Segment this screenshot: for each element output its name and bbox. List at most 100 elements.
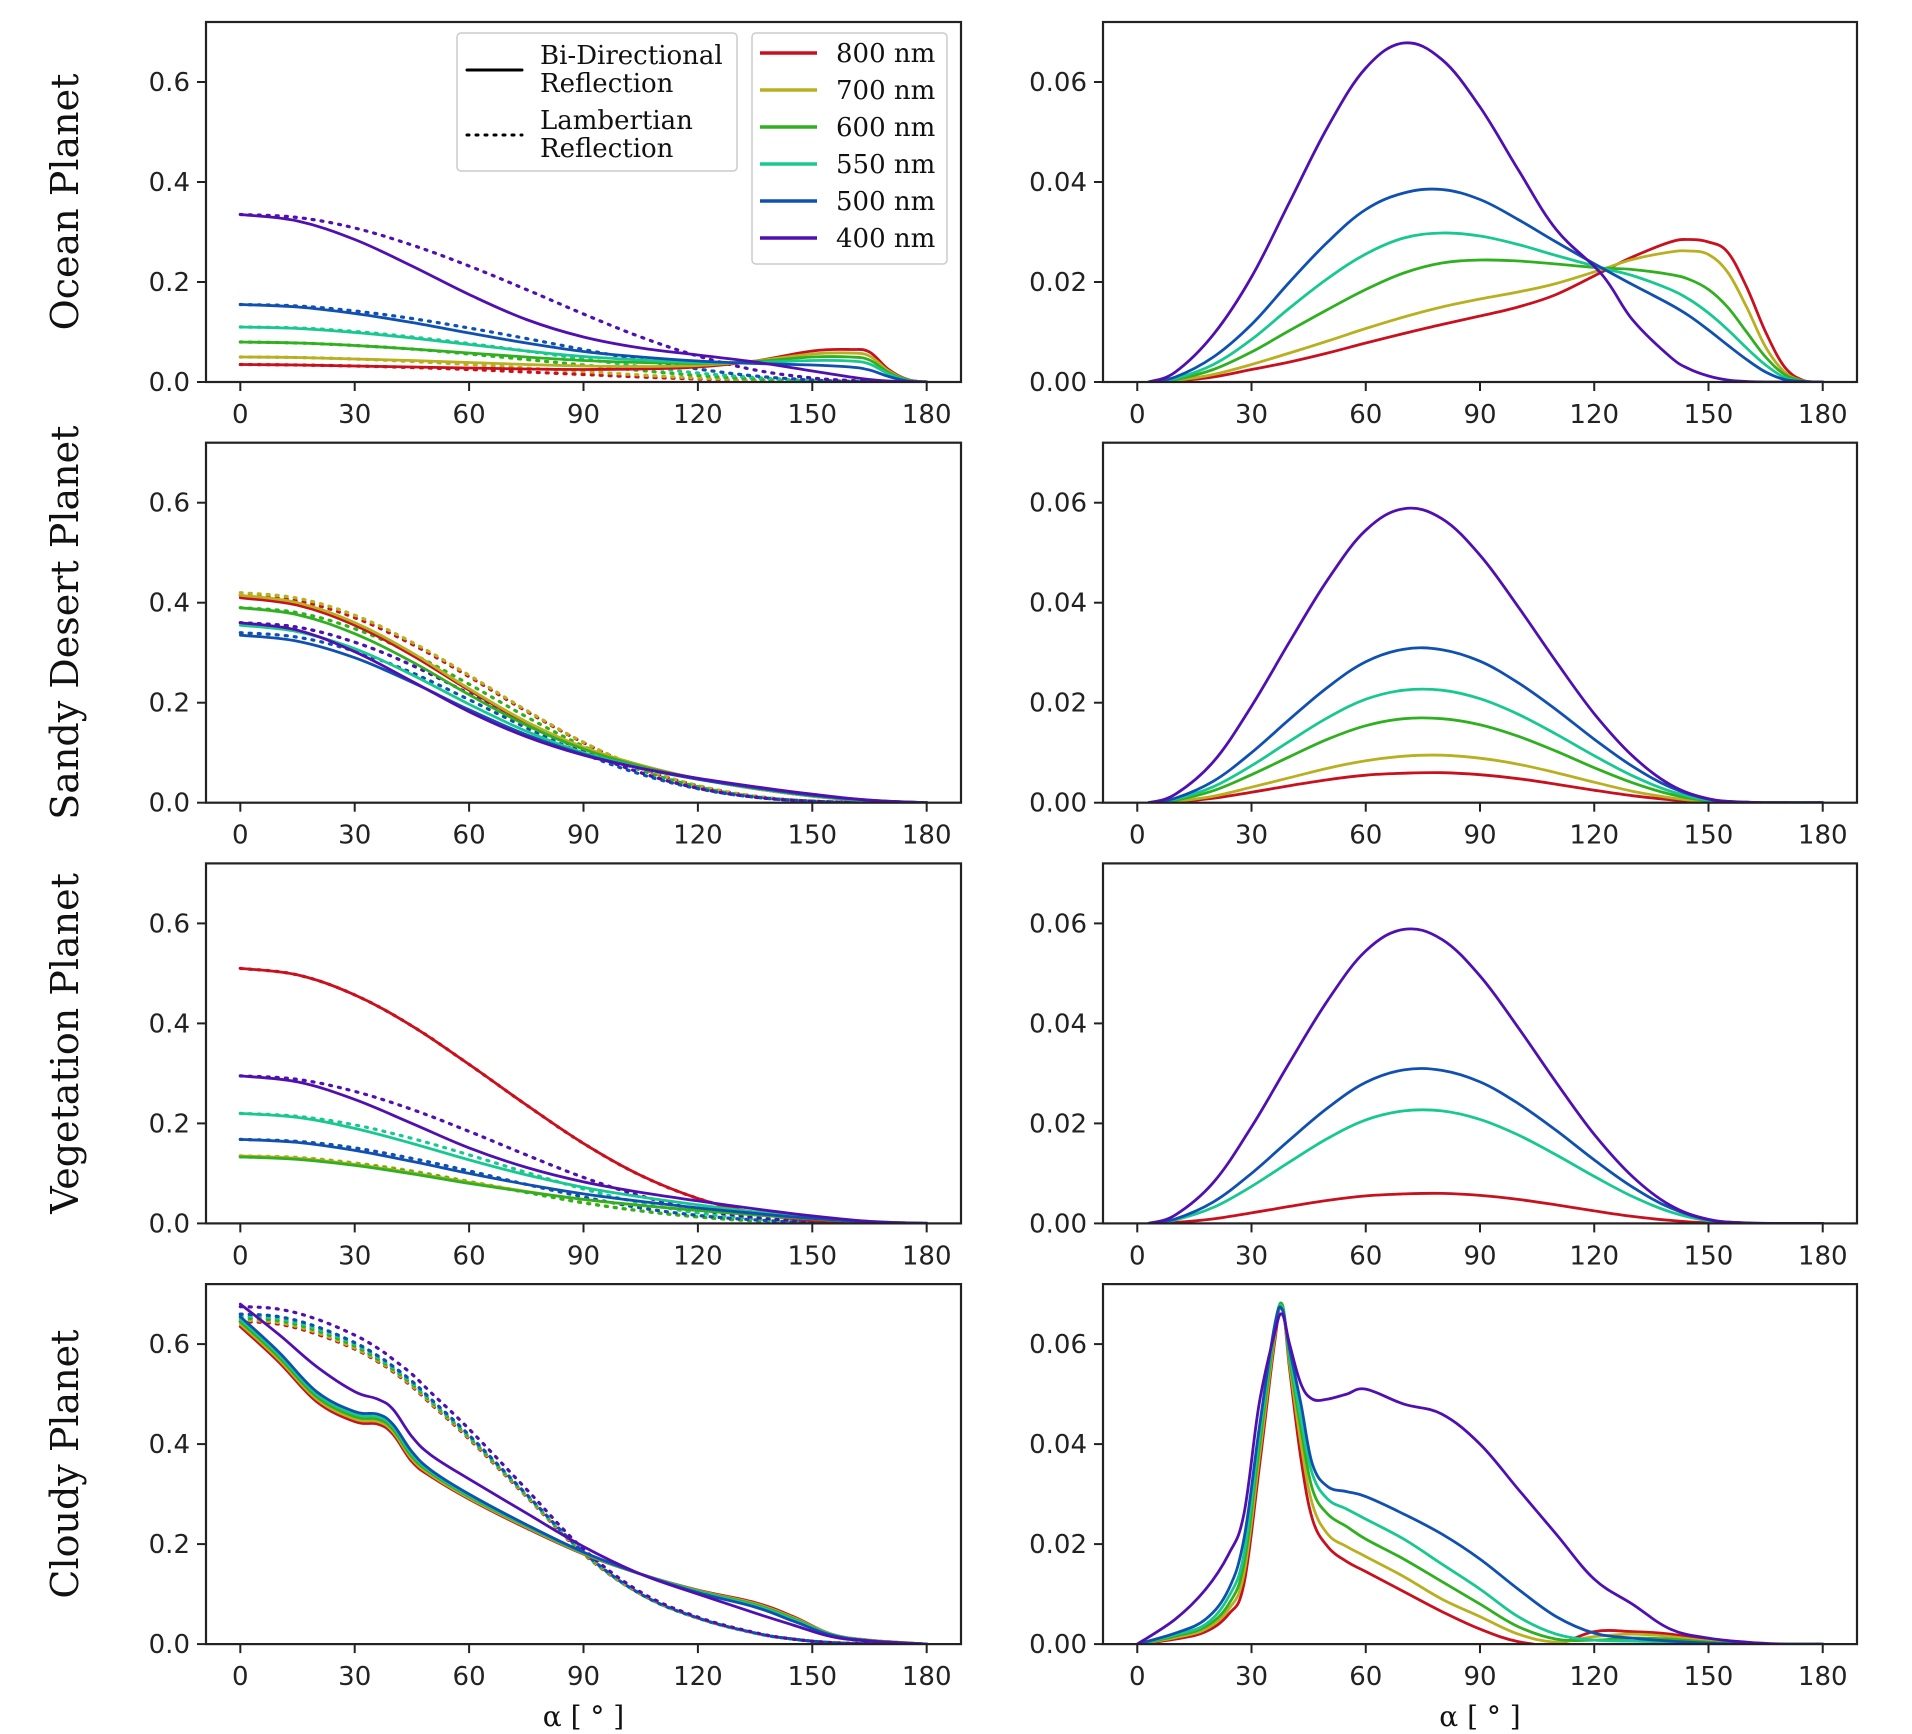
x-tick-label: 150 bbox=[787, 1662, 837, 1692]
y-tick-label: 0.00 bbox=[1029, 789, 1087, 819]
y-tick-label: 0.02 bbox=[1029, 1109, 1087, 1139]
x-tick-label: 150 bbox=[787, 1241, 837, 1271]
x-tick-label: 0 bbox=[232, 400, 249, 430]
left-panel: 0 30 60 90 120 150 180 0.0 0.2 0.4 0.6 bbox=[149, 441, 963, 851]
series-line-400nm-dotted bbox=[238, 1305, 929, 1645]
x-tick-label: 90 bbox=[1463, 1241, 1496, 1271]
x-tick-label: 60 bbox=[453, 1241, 486, 1271]
y-tick-label: 0.04 bbox=[1029, 589, 1087, 619]
legend-frame bbox=[456, 32, 738, 172]
x-tick-label: 60 bbox=[453, 821, 486, 851]
series-line-550nm-solid bbox=[238, 1112, 929, 1224]
series-line-800nm-dotted bbox=[238, 1320, 929, 1645]
series-line-500nm-solid bbox=[1147, 1067, 1825, 1224]
x-tick-label: 180 bbox=[1798, 821, 1848, 851]
series-line-400nm-solid bbox=[1147, 41, 1825, 382]
y-tick-label: 0.0 bbox=[149, 368, 190, 398]
x-tick-label: 180 bbox=[902, 1241, 952, 1271]
x-tick-label: 0 bbox=[1129, 821, 1146, 851]
x-tick-label: 60 bbox=[453, 1662, 486, 1692]
axes-frame bbox=[1101, 441, 1859, 804]
x-tick-label: 60 bbox=[1349, 1241, 1382, 1271]
y-tick-label: 0.02 bbox=[1029, 689, 1087, 719]
series-line-600nm-solid bbox=[1135, 1301, 1825, 1645]
x-tick-label: 120 bbox=[673, 821, 723, 851]
series-group bbox=[238, 591, 929, 803]
x-tick-label: 0 bbox=[1129, 1662, 1146, 1692]
series-group bbox=[1135, 1301, 1825, 1645]
x-axis-label: α [ ° ] bbox=[1439, 1700, 1520, 1733]
x-tick-label: 120 bbox=[1569, 400, 1619, 430]
series-line-400nm-solid bbox=[238, 621, 929, 803]
right-panel: 0 30 60 90 120 150 180 0.00 0.02 0.04 0.06 bbox=[1029, 862, 1859, 1271]
left-panel: 0 30 60 90 120 150 180 0.0 0.2 0.4 0.6 bbox=[149, 20, 963, 430]
series-line-800nm-dotted bbox=[238, 593, 929, 803]
row-sandy-desert-planet: Sandy Desert Planet 0 30 60 90 120 150 180 0.0 0.… bbox=[43, 426, 1859, 851]
y-tick-label: 0.00 bbox=[1029, 1630, 1087, 1660]
x-tick-label: 0 bbox=[232, 1241, 249, 1271]
x-tick-label: 30 bbox=[1235, 400, 1268, 430]
legend-label: 600 nm bbox=[836, 113, 935, 143]
y-tick-label: 0.02 bbox=[1029, 268, 1087, 298]
series-line-400nm-solid bbox=[1147, 506, 1825, 803]
series-line-550nm-solid bbox=[1147, 687, 1825, 803]
x-tick-label: 90 bbox=[567, 400, 600, 430]
x-tick-label: 150 bbox=[787, 400, 837, 430]
x-tick-label: 120 bbox=[673, 400, 723, 430]
series-line-400nm-solid bbox=[1147, 927, 1825, 1224]
row-label: Ocean Planet bbox=[43, 74, 87, 331]
series-group bbox=[238, 1302, 929, 1645]
series-line-600nm-solid bbox=[1147, 258, 1825, 382]
wavelength-legend: 800 nm 700 nm 600 nm 550 nm 500 nm 400 nm bbox=[751, 32, 948, 265]
y-tick-label: 0.6 bbox=[149, 489, 190, 519]
series-line-400nm-solid bbox=[1135, 1312, 1825, 1645]
x-tick-label: 30 bbox=[1235, 1662, 1268, 1692]
x-tick-label: 90 bbox=[1463, 1662, 1496, 1692]
x-tick-label: 180 bbox=[1798, 1241, 1848, 1271]
series-line-400nm-dotted bbox=[238, 621, 929, 803]
x-tick-label: 90 bbox=[567, 1662, 600, 1692]
series-line-400nm-solid bbox=[238, 213, 929, 382]
series-line-500nm-solid bbox=[238, 1138, 929, 1224]
y-tick-label: 0.6 bbox=[149, 1330, 190, 1360]
x-tick-label: 150 bbox=[1684, 1241, 1734, 1271]
left-panel: 0 30 60 90 120 150 180 0.0 0.2 0.4 0.6 α [ ° ] bbox=[149, 1282, 963, 1733]
x-tick-label: 0 bbox=[232, 1662, 249, 1692]
legend-label: Lambertian bbox=[540, 106, 693, 136]
y-tick-label: 0.0 bbox=[149, 789, 190, 819]
axes-frame bbox=[204, 1282, 963, 1646]
row-label: Vegetation Planet bbox=[43, 873, 87, 1215]
legend-label: Reflection bbox=[540, 134, 674, 164]
legend-label: 700 nm bbox=[836, 76, 935, 106]
series-line-550nm-solid bbox=[238, 623, 929, 803]
series-line-500nm-solid bbox=[238, 633, 929, 803]
x-tick-label: 30 bbox=[338, 400, 371, 430]
x-tick-label: 120 bbox=[673, 1662, 723, 1692]
series-line-550nm-dotted bbox=[238, 1314, 929, 1645]
row-label: Sandy Desert Planet bbox=[43, 426, 87, 820]
x-axis-label: α [ ° ] bbox=[543, 1700, 624, 1733]
x-tick-label: 120 bbox=[1569, 1241, 1619, 1271]
panel-grid: Ocean Planet 0 30 60 90 120 150 180 0.0 0.2 0.4 0.6… bbox=[43, 20, 1859, 1733]
series-line-800nm-solid bbox=[1147, 238, 1825, 382]
x-tick-label: 180 bbox=[902, 821, 952, 851]
series-line-700nm-solid bbox=[1147, 249, 1825, 382]
x-tick-label: 30 bbox=[1235, 821, 1268, 851]
x-tick-label: 60 bbox=[1349, 400, 1382, 430]
series-line-500nm-dotted bbox=[238, 1312, 929, 1645]
x-tick-label: 150 bbox=[1684, 400, 1734, 430]
y-tick-label: 0.0 bbox=[149, 1630, 190, 1660]
y-tick-label: 0.00 bbox=[1029, 1209, 1087, 1239]
x-tick-label: 180 bbox=[902, 400, 952, 430]
y-tick-label: 0.2 bbox=[149, 1109, 190, 1139]
right-panel: 0 30 60 90 120 150 180 0.00 0.02 0.04 0.06 bbox=[1029, 441, 1859, 851]
y-tick-label: 0.4 bbox=[149, 1430, 190, 1460]
y-tick-label: 0.4 bbox=[149, 589, 190, 619]
x-tick-label: 0 bbox=[1129, 1241, 1146, 1271]
series-group bbox=[238, 966, 929, 1224]
legend-label: 400 nm bbox=[836, 224, 935, 254]
x-tick-label: 120 bbox=[1569, 821, 1619, 851]
x-tick-label: 150 bbox=[1684, 1662, 1734, 1692]
series-line-500nm-solid bbox=[238, 303, 929, 382]
